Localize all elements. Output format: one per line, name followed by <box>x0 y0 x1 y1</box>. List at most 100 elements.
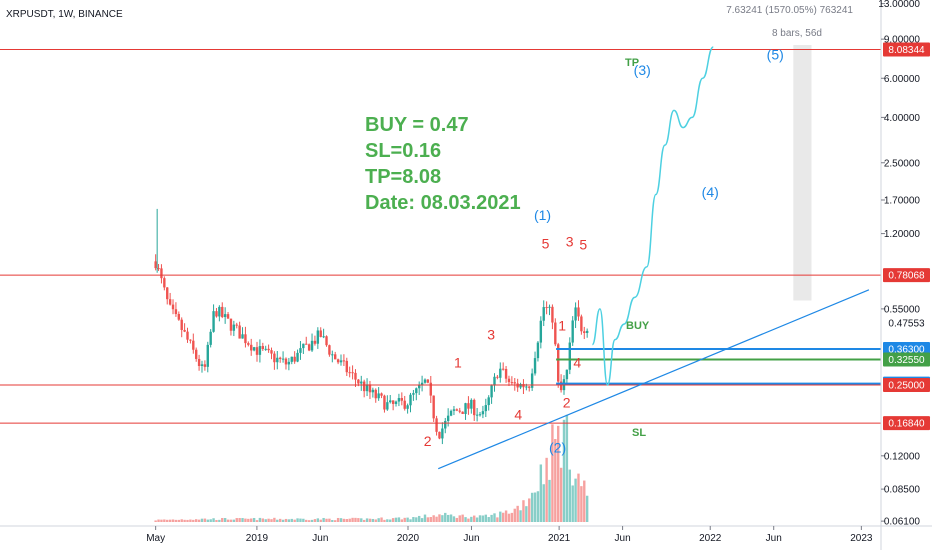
candle-body <box>348 372 351 374</box>
measure-bars: 8 bars, 56d <box>772 28 822 39</box>
wave-label: (5) <box>767 46 784 62</box>
volume-bar <box>209 519 212 522</box>
candle-body <box>452 409 456 411</box>
volume-bar <box>212 518 215 522</box>
candle-body <box>264 348 267 350</box>
candle-body <box>192 340 195 350</box>
time-axis[interactable]: May 2019 Jun 2020 Jun 2021 Jun 2022 Jun 2023 <box>146 526 873 544</box>
candle-body <box>322 336 325 338</box>
volume-bar <box>386 519 389 522</box>
price-tag-box <box>883 341 930 356</box>
candle-body <box>267 348 270 351</box>
price-tick-label: 2.50000 <box>884 158 921 169</box>
candle-body <box>478 414 482 416</box>
candle-body <box>154 261 157 269</box>
price-tag-label: 0.36300 <box>888 344 925 355</box>
candle-body <box>417 384 421 389</box>
volume-bar <box>200 518 204 522</box>
volume-bar <box>513 508 516 522</box>
candle-body <box>533 358 537 374</box>
price-tick-label: 0.06100 <box>884 517 921 528</box>
wave-label: 3 <box>566 233 574 249</box>
volume-bar <box>464 517 467 522</box>
volume-bar <box>539 464 543 522</box>
candle-body <box>247 343 250 345</box>
volume-bar <box>490 514 493 522</box>
volume-bar <box>322 517 325 522</box>
candle-body <box>255 347 259 355</box>
candle-body <box>241 334 244 339</box>
candle-body <box>325 336 328 346</box>
candle-body <box>362 381 366 392</box>
candle-body <box>331 354 334 356</box>
volume-bar <box>565 414 569 522</box>
volume-bar <box>580 486 583 522</box>
volume-bar <box>449 514 453 522</box>
volume-bar <box>244 518 247 522</box>
volume-bar <box>426 517 430 522</box>
volume-bar <box>444 512 447 522</box>
volume-bar <box>293 519 296 522</box>
candle-body <box>400 398 404 401</box>
volume-bar <box>299 518 302 522</box>
candle-body <box>499 368 502 378</box>
volume-bar <box>400 519 404 522</box>
candle-body <box>163 278 166 288</box>
volume-bar <box>397 517 401 522</box>
candle-body <box>235 324 238 326</box>
volume-bar <box>223 518 227 522</box>
volume-bar <box>229 519 233 522</box>
time-tick-label: 2020 <box>397 533 420 544</box>
volume-bar <box>226 519 230 522</box>
candle-body <box>510 382 514 384</box>
volume-bar <box>473 515 476 522</box>
volume-bar <box>484 514 488 522</box>
candle-body <box>577 307 580 317</box>
candle-body <box>423 379 427 383</box>
volume-bar <box>501 512 505 522</box>
volume-bar <box>331 520 334 522</box>
price-axis[interactable]: 13.00000 9.00000 6.00000 4.00000 2.50000 1.70… <box>878 0 920 528</box>
support-trendline[interactable] <box>438 289 870 470</box>
candle-body <box>536 342 540 359</box>
candle-body <box>432 395 435 419</box>
price-tag-label: 0.25000 <box>888 380 925 391</box>
candle-body <box>186 331 189 340</box>
volume-bar <box>261 518 265 522</box>
measure-readout: 7.63241 (1570.05%) 763241 <box>726 5 853 16</box>
volume-bar <box>166 519 169 522</box>
candle-body <box>200 364 204 367</box>
candle-body <box>345 360 348 373</box>
volume-bar <box>487 517 490 522</box>
candle-body <box>278 357 282 359</box>
candle-body <box>215 311 218 317</box>
wave-label: 4 <box>514 406 522 422</box>
price-tick-label: 0.08500 <box>884 485 921 496</box>
candle-body <box>316 330 320 344</box>
volume-bar <box>533 492 537 522</box>
candle-body <box>365 384 369 392</box>
time-tick-label: Jun <box>766 533 782 544</box>
volume-bar <box>377 518 380 522</box>
wave-labels: 1 2 3 4 5 1 2 3 4 5 (1) (2) (3) (4) (5) <box>424 46 784 455</box>
candle-body <box>548 306 551 308</box>
candle-body <box>522 384 525 388</box>
wave-label: (4) <box>702 184 719 200</box>
projection-path[interactable] <box>591 46 714 386</box>
candle-body <box>389 400 392 403</box>
candle-body <box>412 393 415 395</box>
note-tp: TP=8.08 <box>365 166 441 188</box>
volume-bar <box>551 424 554 522</box>
volume-bar <box>519 510 522 522</box>
wave-label: 3 <box>487 327 495 343</box>
candle-body <box>539 320 543 343</box>
volume-bar <box>389 519 392 522</box>
candle-body <box>574 307 577 321</box>
candle-body <box>394 401 398 404</box>
volume-bar <box>203 518 207 522</box>
price-tag-box <box>883 377 930 392</box>
volume-bar <box>536 491 540 522</box>
volume-bar <box>409 519 412 522</box>
candle-body <box>290 356 293 362</box>
